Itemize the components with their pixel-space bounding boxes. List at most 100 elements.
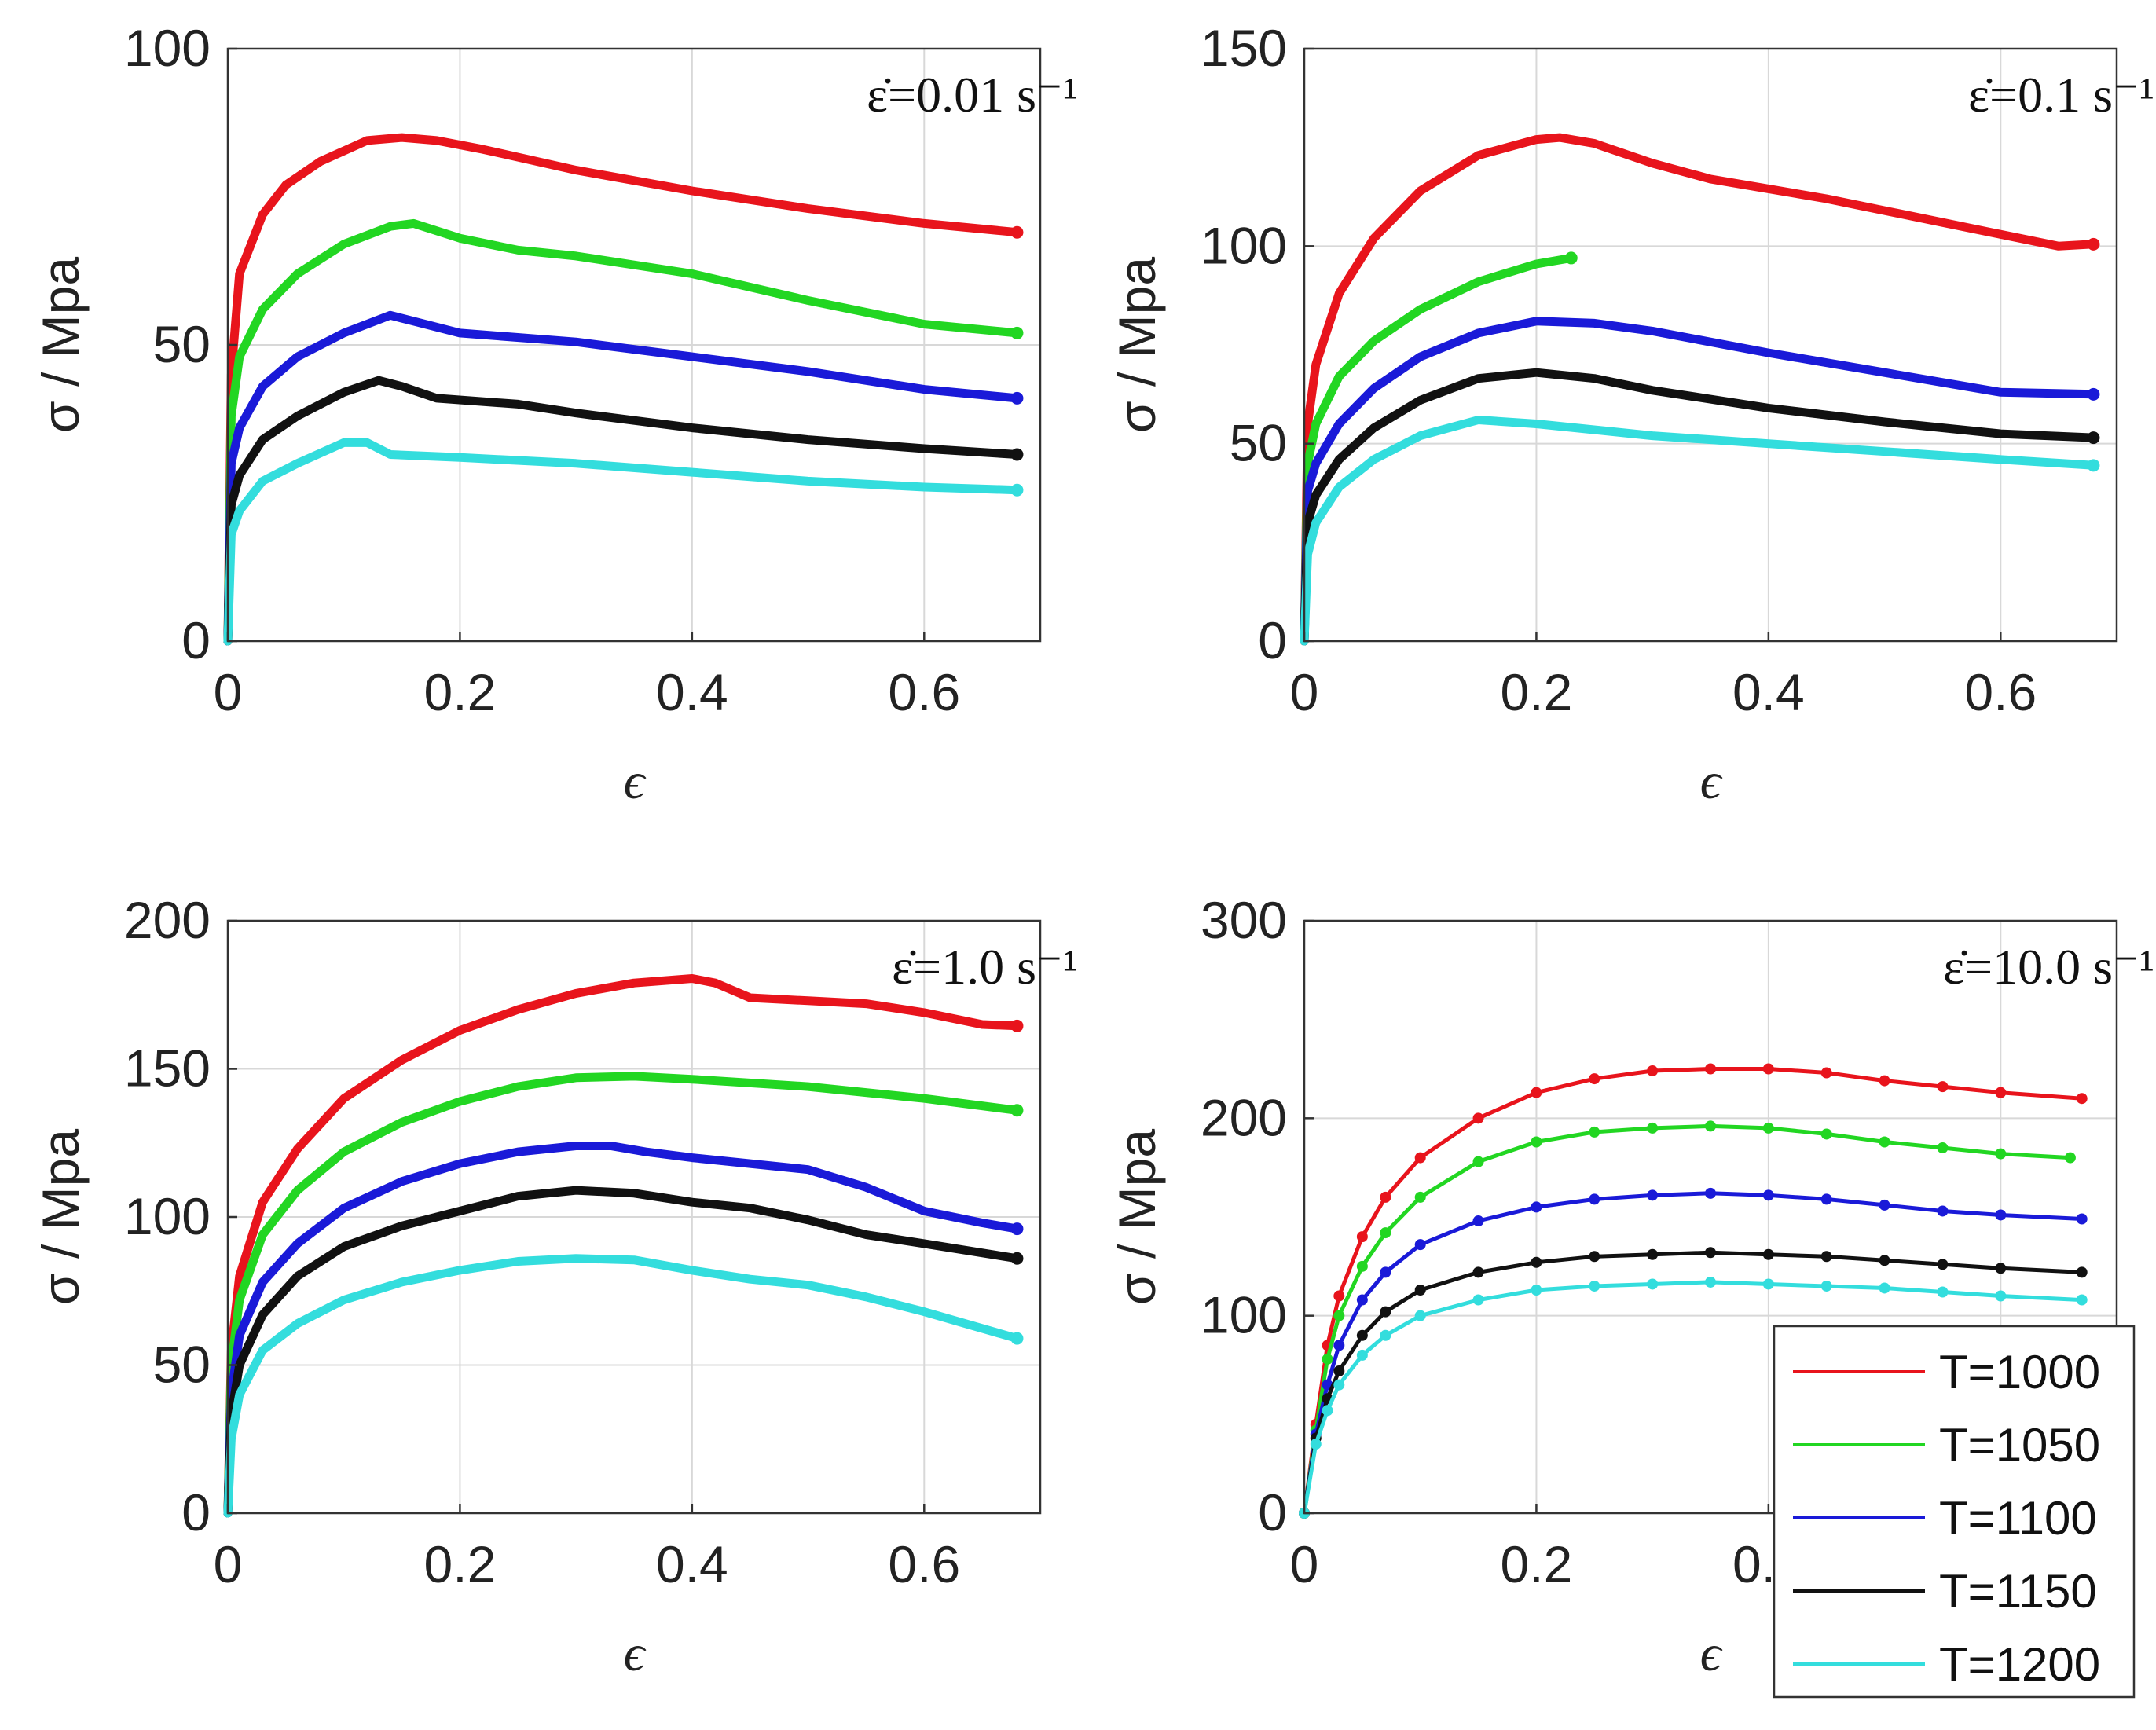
data-point [1531,1087,1542,1098]
legend-label: T=1050 [1939,1419,2100,1472]
series-line-T-1050 [1300,253,1576,646]
data-point [1010,1252,1024,1265]
data-point [1414,1310,1426,1321]
data-point [1414,1152,1426,1164]
y-tick-label: 300 [1201,891,1287,949]
data-point [1762,1278,1774,1290]
data-point [1380,1227,1392,1239]
data-point [1333,1340,1345,1351]
series-line-T-1000 [1302,1067,2084,1516]
data-point [1333,1365,1345,1377]
y-axis-label: σ / Mpa [1108,257,1166,433]
data-point [1010,448,1024,461]
legend-label: T=1200 [1939,1638,2100,1691]
y-tick-label: 100 [124,1187,211,1245]
chart-panel-2: 0 0.2 0.4 0.6 0 50 100 150 ϵ σ / Mpa ε̇=0.1 s⁻¹ [1108,19,2154,810]
series-line-T-1150 [1300,368,2098,646]
x-tick-label: 0.4 [656,663,728,721]
x-tick-label: 0.6 [888,1535,960,1593]
data-point [1995,1290,2007,1302]
series-line-T-1000 [223,974,1021,1518]
data-point [1333,1379,1345,1391]
data-point [2076,1266,2088,1278]
data-point [1647,1065,1659,1077]
data-point [1647,1122,1659,1134]
data-point [1589,1193,1600,1205]
data-point [1414,1239,1426,1251]
strain-rate-annotation: ε̇=10.0 s⁻¹ [1943,939,2154,995]
series-line-T-1100 [223,310,1021,646]
x-tick-label: 0.2 [1501,1535,1573,1593]
data-point [2087,431,2100,445]
x-tick-label: 0.4 [1732,663,1805,721]
y-axis-label: σ / Mpa [1108,1129,1166,1305]
plot-frame [1303,47,2118,643]
data-point [1414,1284,1426,1296]
strain-rate-annotation: ε̇=0.1 s⁻¹ [1968,67,2154,123]
data-point [1010,225,1024,239]
data-point [1472,1112,1484,1124]
series-line-T-1200 [1300,416,2098,646]
chart-panel-1: 0 0.2 0.4 0.6 0 50 100 ϵ σ / Mpa ε̇=0.01 s⁻¹ [31,19,1078,810]
data-point [2064,1152,2076,1164]
series-line-T-1100 [223,1142,1021,1518]
data-point [2076,1213,2088,1225]
data-point [1937,1081,1949,1093]
data-point [1333,1290,1345,1302]
data-point [1705,1187,1716,1199]
data-point [1010,1104,1024,1117]
series-line-T-1100 [1300,317,2098,646]
data-point [1705,1247,1716,1259]
series-line-T-1000 [1300,133,2098,646]
data-point [1356,1260,1368,1272]
legend-label: T=1100 [1939,1492,2097,1545]
data-point [1010,1222,1024,1236]
y-tick-label: 100 [1201,1286,1287,1344]
x-tick-label: 0.6 [1964,663,2037,721]
x-tick-label: 0 [1290,1535,1319,1593]
legend-label: T=1150 [1939,1565,2097,1618]
data-point [1762,1189,1774,1201]
y-tick-label: 200 [1201,1088,1287,1146]
data-point [1820,1067,1832,1079]
data-point [1356,1294,1368,1306]
x-axis-label: ϵ [624,753,647,810]
data-point [1820,1280,1832,1292]
series-line-T-1000 [223,133,1021,646]
data-point [1356,1349,1368,1361]
data-point [1333,1310,1345,1321]
series-line-T-1100 [1302,1191,2084,1516]
x-tick-label: 0 [214,1535,243,1593]
data-point [1310,1439,1322,1450]
data-point [1414,1191,1426,1203]
data-point [1380,1306,1392,1318]
data-point [2087,387,2100,401]
data-point [1705,1063,1716,1075]
data-point [1531,1256,1542,1268]
y-tick-label: 50 [1230,414,1287,472]
data-point [1995,1209,2007,1221]
data-point [1879,1199,1890,1211]
data-point [1995,1148,2007,1160]
data-point [1647,1189,1659,1201]
x-tick-label: 0.2 [424,1535,497,1593]
data-point [1322,1405,1333,1417]
y-tick-label: 150 [124,1039,211,1098]
data-point [1879,1255,1890,1266]
x-tick-label: 0 [1290,663,1319,721]
y-axis-label: σ / Mpa [31,1129,90,1305]
y-tick-label: 50 [153,1336,211,1394]
strain-rate-annotation: ε̇=1.0 s⁻¹ [892,939,1078,995]
data-point [1820,1193,1832,1205]
chart-panel-3: 0 0.2 0.4 0.6 0 50 100 150 200 ϵ σ / Mpa ε̇=1.0 s⁻¹ [31,891,1078,1682]
series-line-T-1200 [223,438,1021,646]
x-tick-label: 0.2 [424,663,497,721]
data-point [1531,1201,1542,1213]
data-point [1472,1215,1484,1227]
data-point [1820,1128,1832,1140]
data-point [2076,1093,2088,1105]
y-tick-label: 100 [124,19,211,77]
legend-box [1773,1325,2136,1699]
y-tick-label: 150 [1201,19,1287,77]
data-point [1010,483,1024,497]
